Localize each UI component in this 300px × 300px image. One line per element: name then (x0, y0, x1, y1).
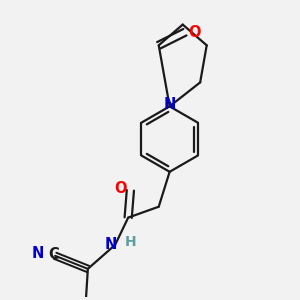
Text: N: N (164, 97, 176, 112)
Text: O: O (188, 25, 201, 40)
Text: H: H (124, 235, 136, 249)
Text: O: O (114, 181, 127, 196)
Text: N: N (32, 246, 44, 261)
Text: C: C (49, 247, 59, 262)
Text: N: N (105, 237, 117, 252)
